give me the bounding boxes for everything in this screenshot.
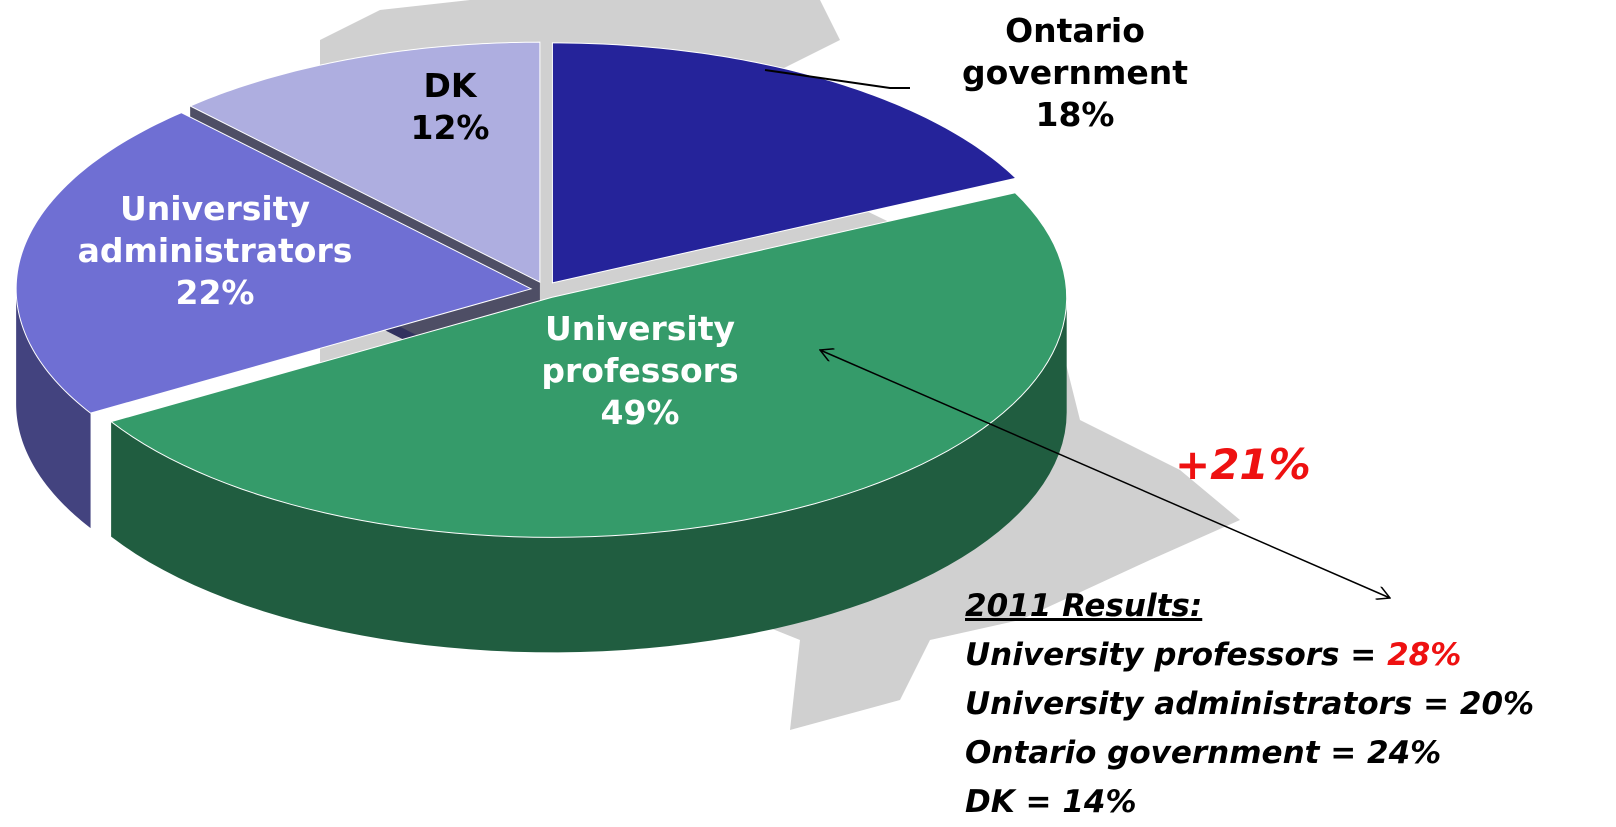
result-value: 24% xyxy=(1367,735,1442,771)
result-row: DK = 14% xyxy=(965,778,1534,827)
category-label: Ontario government xyxy=(962,11,1188,92)
result-value: 20% xyxy=(1459,686,1535,722)
result-row: University administrators = 20% xyxy=(965,680,1534,729)
value-label: 49% xyxy=(600,393,680,432)
value-label: 12% xyxy=(410,108,490,147)
slice xyxy=(15,112,533,414)
slice xyxy=(188,41,541,283)
result-row: University professors = 28% xyxy=(965,631,1534,680)
results-2011: 2011 Results: University professors = 28… xyxy=(965,582,1534,827)
result-value: 28% xyxy=(1387,637,1462,673)
value-label: 18% xyxy=(1035,95,1115,134)
result-label: University administrators = xyxy=(965,686,1460,722)
results-title: 2011 Results: xyxy=(965,588,1203,624)
result-row: Ontario government = 24% xyxy=(965,729,1534,778)
slice-label: University administrators 22% xyxy=(55,188,375,314)
result-label: DK = xyxy=(965,784,1063,820)
value-label: 22% xyxy=(175,273,255,312)
category-label: DK xyxy=(423,66,477,105)
leader-line xyxy=(764,69,910,89)
category-label: University professors xyxy=(541,309,739,390)
arrow xyxy=(820,350,1390,598)
slice-label: Ontario government 18% xyxy=(945,10,1205,136)
slice-label: University professors 49% xyxy=(510,308,770,434)
slice-label: DK 12% xyxy=(375,65,525,149)
annotation: +21% xyxy=(1175,440,1311,489)
category-label: University administrators xyxy=(77,189,353,270)
result-label: Ontario government = xyxy=(965,735,1368,771)
result-label: University professors = xyxy=(965,637,1388,673)
slice-side xyxy=(16,288,91,529)
result-value: 14% xyxy=(1062,784,1137,820)
